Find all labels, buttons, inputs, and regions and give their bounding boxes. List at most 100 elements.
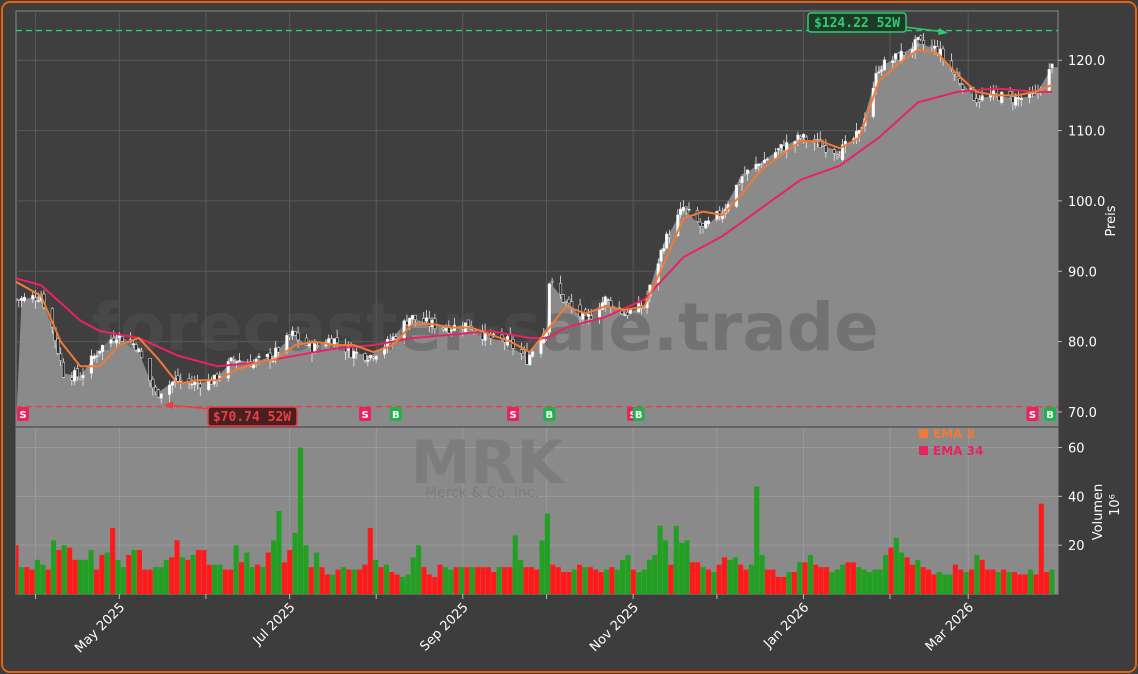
volume-bar bbox=[560, 572, 567, 594]
volume-bar bbox=[598, 572, 604, 594]
candle-down bbox=[16, 298, 18, 301]
candle-down bbox=[335, 337, 339, 344]
price-axis-label: Preis bbox=[1104, 205, 1119, 236]
volume-bar bbox=[512, 535, 518, 594]
candle-up bbox=[402, 320, 406, 339]
volume-bar bbox=[330, 574, 336, 594]
volume-bar bbox=[990, 569, 996, 594]
candle-up bbox=[31, 295, 35, 300]
candle-down bbox=[394, 336, 398, 340]
candle-up bbox=[424, 317, 429, 322]
volume-axis: 20 40 60 bbox=[1058, 442, 1085, 554]
volume-bar bbox=[689, 562, 695, 594]
candle-up bbox=[606, 299, 610, 301]
volume-bar bbox=[233, 545, 239, 594]
candle-up bbox=[73, 370, 77, 382]
candle-down bbox=[975, 97, 979, 103]
candle-down bbox=[59, 353, 63, 361]
buy-signal-box bbox=[389, 407, 402, 421]
volume-bar bbox=[630, 569, 636, 594]
price-area bbox=[16, 42, 1058, 426]
candle-down bbox=[835, 154, 839, 156]
buy-signal-box bbox=[543, 407, 556, 421]
volume-bar bbox=[453, 567, 459, 594]
volume-bar bbox=[888, 547, 894, 594]
candle-down bbox=[561, 294, 565, 303]
volume-bar bbox=[131, 550, 137, 594]
volume-bar bbox=[120, 567, 126, 594]
candle-up bbox=[274, 347, 278, 358]
candle-down bbox=[799, 136, 803, 139]
candle-down bbox=[684, 206, 688, 209]
candle-up bbox=[369, 355, 373, 358]
candle-down bbox=[70, 377, 74, 381]
candle-down bbox=[977, 99, 981, 103]
volume-bar bbox=[968, 569, 975, 594]
volume-bar bbox=[217, 564, 223, 594]
volume-bar bbox=[636, 572, 642, 594]
candle-down bbox=[134, 344, 138, 351]
volume-bar bbox=[705, 569, 711, 594]
candle-up bbox=[765, 158, 769, 161]
candle-up bbox=[193, 381, 197, 385]
volume-bar bbox=[958, 569, 964, 594]
volume-bar bbox=[920, 567, 926, 594]
candle-up bbox=[444, 328, 448, 331]
volume-bar bbox=[824, 567, 830, 594]
candle-down bbox=[824, 145, 828, 153]
x-tick-label: Nov 2025 bbox=[587, 600, 642, 655]
candle-up bbox=[92, 355, 96, 359]
candle-down bbox=[288, 334, 292, 338]
candle-up bbox=[528, 354, 532, 365]
x-tick-label: Jan 2026 bbox=[760, 600, 812, 652]
volume-bar bbox=[297, 447, 304, 594]
volume-bar bbox=[673, 525, 679, 594]
volume-bar bbox=[206, 564, 212, 594]
volume-bar bbox=[51, 540, 57, 594]
volume-bar bbox=[314, 552, 320, 594]
52w-high-label: $124.22 52W bbox=[814, 16, 900, 31]
volume-bar bbox=[244, 552, 250, 594]
candle-up bbox=[776, 148, 780, 151]
candle-up bbox=[355, 351, 359, 354]
candle-down bbox=[570, 301, 574, 308]
volume-bar bbox=[1006, 572, 1012, 594]
volume-bar bbox=[1033, 574, 1039, 594]
volume-bar bbox=[104, 552, 110, 594]
volume-tick-label: 60 bbox=[1068, 442, 1085, 457]
volume-bar bbox=[662, 540, 669, 594]
52w-low-annotation: $70.74 52W bbox=[164, 401, 298, 427]
candle-up bbox=[681, 206, 685, 211]
legend-label: EMA 8 bbox=[933, 427, 975, 441]
volume-bar bbox=[738, 564, 744, 594]
volume-bar bbox=[255, 564, 261, 594]
sell-signal-label: S bbox=[361, 410, 368, 421]
volume-bar bbox=[496, 567, 502, 594]
candle-up bbox=[779, 144, 783, 149]
volume-bar bbox=[791, 572, 797, 594]
volume-bar bbox=[904, 557, 910, 594]
volume-bar bbox=[856, 567, 862, 594]
candle-up bbox=[366, 359, 370, 362]
candle-down bbox=[371, 357, 375, 359]
volume-bar bbox=[587, 567, 593, 594]
candle-down bbox=[112, 337, 116, 342]
candle-up bbox=[746, 169, 750, 174]
candle-down bbox=[961, 84, 965, 90]
candle-down bbox=[519, 349, 523, 354]
sell-signal-box bbox=[359, 407, 372, 421]
candle-up bbox=[290, 330, 295, 336]
volume-bar bbox=[641, 569, 647, 594]
volume-bar bbox=[260, 567, 266, 594]
volume-bar bbox=[845, 562, 851, 594]
candle-down bbox=[56, 338, 60, 354]
volume-bar bbox=[716, 564, 722, 594]
volume-bar bbox=[158, 567, 164, 594]
candle-up bbox=[882, 59, 887, 71]
volume-bar bbox=[877, 569, 883, 594]
candle-up bbox=[89, 355, 93, 374]
candle-up bbox=[547, 283, 551, 333]
candle-up bbox=[81, 375, 85, 379]
candle-up bbox=[679, 208, 683, 216]
